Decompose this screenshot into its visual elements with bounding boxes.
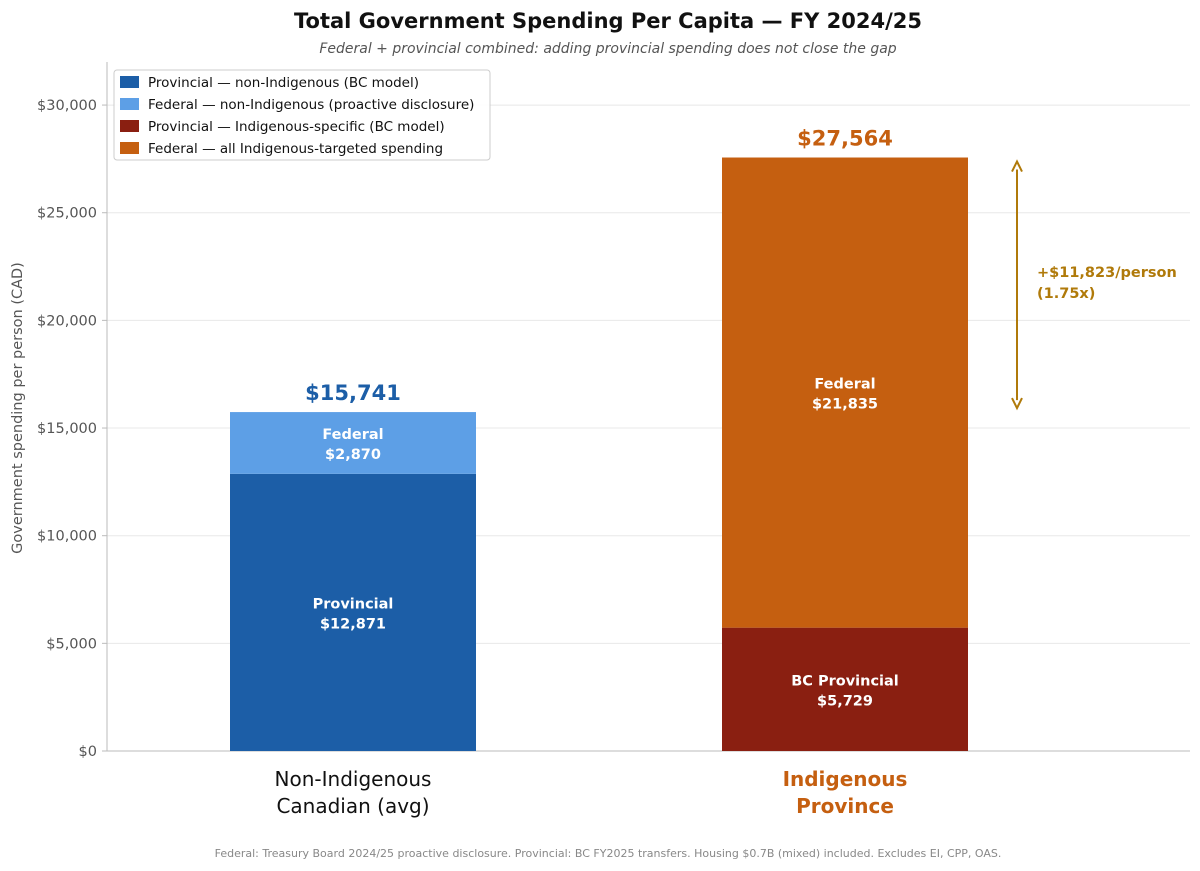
bar-segment <box>722 157 968 628</box>
legend: Provincial — non-Indigenous (BC model) Fe… <box>113 69 491 161</box>
footnote: Federal: Treasury Board 2024/25 proactiv… <box>215 847 1002 860</box>
y-tick-label: $10,000 <box>37 529 97 545</box>
gap-annotation: +$11,823/person (1.75x) <box>1011 159 1177 411</box>
bar-total-label: $15,741 <box>305 381 401 405</box>
category-labels: Non-Indigenous Canadian (avg) Indigenous Pr… <box>275 767 908 818</box>
y-tick-label: $20,000 <box>37 313 97 329</box>
segment-value-label: $5,729 <box>817 693 873 709</box>
y-tick-label: $5,000 <box>46 636 97 652</box>
legend-entry: Federal — non-Indigenous (proactive disc… <box>148 97 474 113</box>
category-label: Indigenous <box>783 767 908 791</box>
y-axis-label: Government spending per person (CAD) <box>10 262 26 554</box>
y-tick-label: $30,000 <box>37 98 97 114</box>
bar-segment <box>230 412 476 474</box>
bar-segment <box>722 627 968 751</box>
category-label: Non-Indigenous <box>275 767 432 791</box>
gap-annotation-label: +$11,823/person <box>1037 265 1177 281</box>
segment-label: Federal <box>322 427 383 443</box>
chart-subtitle: Federal + provincial combined: adding pr… <box>319 41 896 57</box>
legend-entry: Federal — all Indigenous-targeted spendi… <box>148 141 443 157</box>
category-label: Province <box>796 794 894 818</box>
y-ticks: $0 $5,000 $10,000 $15,000 $20,000 $25,000 $30,… <box>37 98 107 760</box>
category-label: Canadian (avg) <box>276 794 429 818</box>
legend-entry: Provincial — Indigenous-specific (BC mod… <box>148 119 445 135</box>
bar-segment <box>230 473 476 751</box>
segment-value-label: $12,871 <box>320 616 386 632</box>
legend-swatch <box>120 98 139 110</box>
bars: Provincial $12,871 Federal $2,870 $15,741 BC … <box>230 127 968 751</box>
legend-entry: Provincial — non-Indigenous (BC model) <box>148 75 419 91</box>
segment-label: Federal <box>814 377 875 393</box>
legend-swatch <box>120 142 139 154</box>
legend-box <box>113 69 491 161</box>
segment-label: Provincial <box>313 596 394 612</box>
segment-value-label: $2,870 <box>325 447 381 463</box>
bar-total-label: $27,564 <box>797 127 893 151</box>
segment-label: BC Provincial <box>791 673 899 689</box>
gap-annotation-ratio: (1.75x) <box>1037 286 1095 302</box>
y-tick-label: $0 <box>79 744 97 760</box>
y-tick-label: $15,000 <box>37 421 97 437</box>
segment-value-label: $21,835 <box>812 397 878 413</box>
gap-arrow-head-up <box>1011 159 1023 172</box>
chart-title: Total Government Spending Per Capita — F… <box>294 9 922 33</box>
gap-arrow-head-down <box>1011 397 1023 411</box>
y-tick-label: $25,000 <box>37 206 97 222</box>
legend-swatch <box>120 120 139 132</box>
legend-swatch <box>120 76 139 88</box>
